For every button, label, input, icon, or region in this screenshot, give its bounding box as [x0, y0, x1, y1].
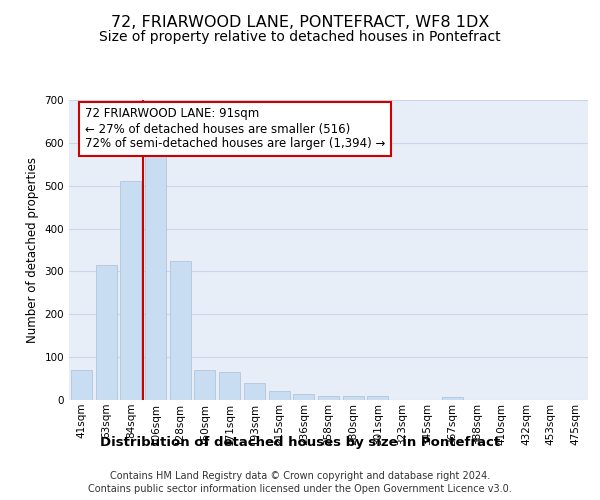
Bar: [120, 182, 141, 400]
Bar: [194, 370, 215, 400]
Bar: [219, 372, 240, 400]
Text: Contains public sector information licensed under the Open Government Licence v3: Contains public sector information licen…: [88, 484, 512, 494]
Bar: [343, 396, 364, 400]
Bar: [71, 370, 92, 400]
Text: Contains HM Land Registry data © Crown copyright and database right 2024.: Contains HM Land Registry data © Crown c…: [110, 471, 490, 481]
Text: Size of property relative to detached houses in Pontefract: Size of property relative to detached ho…: [99, 30, 501, 44]
Text: 72, FRIARWOOD LANE, PONTEFRACT, WF8 1DX: 72, FRIARWOOD LANE, PONTEFRACT, WF8 1DX: [111, 15, 489, 30]
Y-axis label: Number of detached properties: Number of detached properties: [26, 157, 39, 343]
Bar: [170, 260, 191, 400]
Bar: [244, 383, 265, 400]
Bar: [95, 265, 116, 400]
Bar: [318, 396, 339, 400]
Text: 72 FRIARWOOD LANE: 91sqm
← 27% of detached houses are smaller (516)
72% of semi-: 72 FRIARWOOD LANE: 91sqm ← 27% of detach…: [85, 108, 385, 150]
Bar: [269, 392, 290, 400]
Bar: [293, 394, 314, 400]
Bar: [145, 154, 166, 400]
Text: Distribution of detached houses by size in Pontefract: Distribution of detached houses by size …: [100, 436, 500, 449]
Bar: [367, 396, 388, 400]
Bar: [442, 396, 463, 400]
